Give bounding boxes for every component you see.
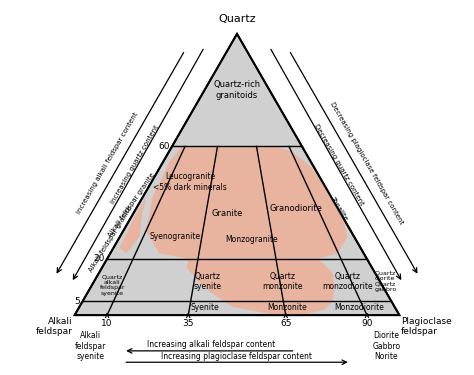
Text: Decreasing plagioclase feldspar content: Decreasing plagioclase feldspar content bbox=[329, 101, 405, 225]
Text: 35: 35 bbox=[182, 319, 194, 328]
Text: Quartz-rich
granitoids: Quartz-rich granitoids bbox=[213, 80, 261, 100]
Text: Granodiorite: Granodiorite bbox=[269, 204, 322, 213]
Text: Decreasing quartz content: Decreasing quartz content bbox=[313, 123, 365, 207]
Text: Monzodiorite: Monzodiorite bbox=[334, 303, 384, 312]
Text: 10: 10 bbox=[101, 319, 113, 328]
Text: Quartz: Quartz bbox=[218, 14, 256, 24]
Text: Granite: Granite bbox=[211, 209, 243, 218]
Text: Increasing plagioclase feldspar content: Increasing plagioclase feldspar content bbox=[162, 352, 312, 361]
Text: Monzonite: Monzonite bbox=[267, 303, 307, 312]
Text: 20: 20 bbox=[93, 254, 104, 263]
Text: Alkali
feldspar
syenite: Alkali feldspar syenite bbox=[75, 332, 107, 361]
Text: Alkali
feldspar: Alkali feldspar bbox=[36, 317, 73, 336]
Text: Alkali feldspar granite: Alkali feldspar granite bbox=[108, 171, 156, 238]
Text: Diorite
Gabbro
Norite: Diorite Gabbro Norite bbox=[373, 332, 401, 361]
Text: 5: 5 bbox=[74, 297, 80, 306]
Text: 65: 65 bbox=[280, 319, 292, 328]
Text: Plagioclase
feldspar: Plagioclase feldspar bbox=[401, 317, 452, 336]
Text: Increasing quartz content: Increasing quartz content bbox=[109, 124, 160, 205]
Polygon shape bbox=[119, 197, 146, 253]
Text: 90: 90 bbox=[361, 319, 373, 328]
Text: Tonalite: Tonalite bbox=[329, 195, 349, 221]
Text: Quartz
monzodiorite: Quartz monzodiorite bbox=[322, 272, 373, 291]
Polygon shape bbox=[146, 146, 347, 259]
Text: Syenite: Syenite bbox=[191, 303, 219, 312]
Text: Monzogranite: Monzogranite bbox=[225, 235, 278, 244]
Text: Quartz
syenite: Quartz syenite bbox=[194, 272, 222, 291]
Text: Syenogranite: Syenogranite bbox=[150, 232, 201, 241]
Text: Quartz
diorite
Quartz
gabbro: Quartz diorite Quartz gabbro bbox=[374, 271, 397, 292]
Text: 60: 60 bbox=[158, 142, 169, 151]
Text: Quartz
monzonite: Quartz monzonite bbox=[262, 272, 303, 291]
Polygon shape bbox=[74, 34, 400, 315]
Text: Quartz
alkali
feldspar
syenite: Quartz alkali feldspar syenite bbox=[100, 274, 125, 296]
Polygon shape bbox=[187, 259, 335, 315]
Text: Leucogranite
<5% dark minerals: Leucogranite <5% dark minerals bbox=[153, 172, 227, 192]
Text: Alkali feldspar granite: Alkali feldspar granite bbox=[88, 205, 133, 273]
Text: Increasing alkali feldspar content: Increasing alkali feldspar content bbox=[75, 111, 139, 215]
Text: Increasing alkali feldspar content: Increasing alkali feldspar content bbox=[147, 340, 275, 349]
